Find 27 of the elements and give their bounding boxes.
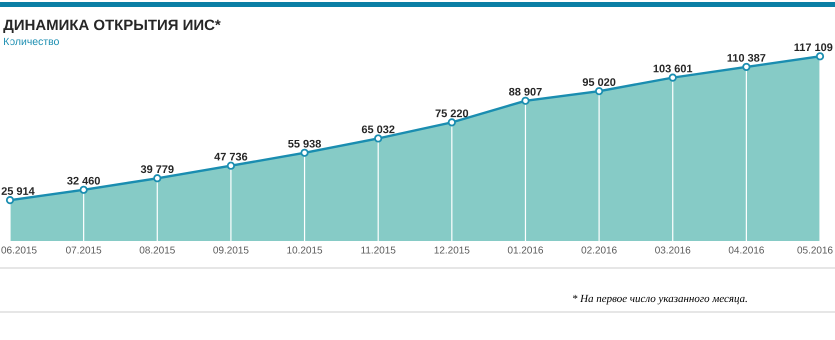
chart-subtitle: Количество xyxy=(4,38,59,46)
x-tick-label: 10.2015 xyxy=(287,246,322,254)
text: * На первое число указанного месяца. xyxy=(572,294,747,304)
data-label: 65 032 xyxy=(362,125,394,134)
x-tick-label: 09.2015 xyxy=(213,246,248,254)
x-tick-label: 02.2016 xyxy=(581,246,617,254)
data-label: 25 914 xyxy=(2,187,35,195)
data-label: 88 907 xyxy=(509,88,542,96)
data-label: 47 736 xyxy=(214,152,248,161)
chart-title: ДИНАМИКА ОТКРЫТИЯ ИИС* xyxy=(3,20,221,33)
data-label: 117 109 xyxy=(794,43,832,52)
x-tick-label: 05.2016 xyxy=(797,246,833,254)
data-label: 95 020 xyxy=(582,78,616,86)
data-label: 75 220 xyxy=(436,109,468,118)
x-tick-label: 08.2015 xyxy=(140,246,175,254)
data-label: 32 460 xyxy=(67,176,100,185)
data-label: 110 387 xyxy=(728,54,766,62)
x-tick-label: 03.2016 xyxy=(655,246,690,254)
x-tick-label: 06.2015 xyxy=(1,246,37,254)
data-label: 103 601 xyxy=(654,64,692,72)
x-tick-label: 12.2015 xyxy=(434,246,470,254)
x-tick-label: 04.2016 xyxy=(728,246,764,254)
x-tick-label: 11.2015 xyxy=(361,246,396,254)
data-label: 39 779 xyxy=(140,165,174,174)
x-tick-label: 01.2016 xyxy=(508,246,544,254)
x-tick-label: 07.2015 xyxy=(66,246,102,254)
data-label: 55 938 xyxy=(288,140,321,148)
